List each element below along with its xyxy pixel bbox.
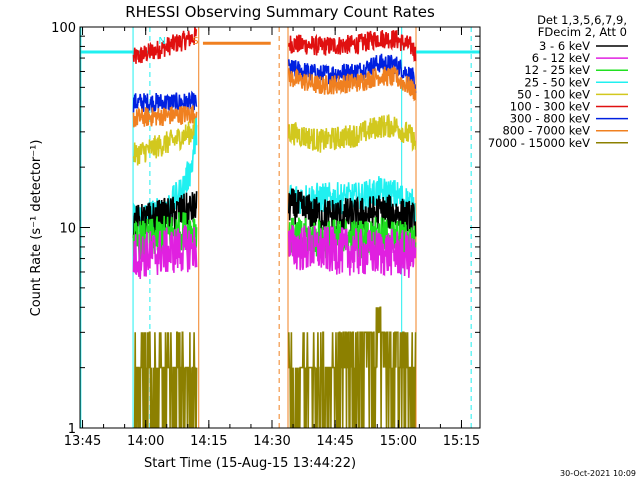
generated-timestamp: 30-Oct-2021 10:09: [560, 469, 636, 478]
y-tick-label-100: 100: [51, 21, 76, 36]
series-50-100-kev: [132, 114, 417, 166]
series-7000-15000-kev-segment-1: [133, 331, 198, 428]
series-100-300-kev-segment-2: [288, 29, 417, 63]
x-tick-label-14-30: 14:30: [253, 434, 290, 449]
series-7000-15000-kev: [133, 306, 417, 428]
x-tick-label-14-45: 14:45: [316, 434, 353, 449]
legend-label-50-100-kev: 50 - 100 keV: [517, 87, 590, 101]
legend-label-800-7000-kev: 800 - 7000 keV: [502, 124, 590, 138]
flag-n: N: [158, 36, 165, 47]
x-tick-label-13-45: 13:45: [64, 434, 101, 449]
legend-label-6-12-kev: 6 - 12 keV: [532, 51, 590, 65]
series-100-300-kev: [132, 27, 417, 64]
x-tick-label-15-15: 15:15: [443, 434, 480, 449]
series-50-100-kev-segment-2: [288, 114, 417, 153]
x-axis-label: Start Time (15-Aug-15 13:44:22): [144, 456, 356, 471]
x-tick-label-15-00: 15:00: [380, 434, 417, 449]
series-6-12-kev: [132, 224, 417, 280]
legend-label-7000-15000-kev: 7000 - 15000 keV: [488, 136, 590, 150]
chart-title: RHESSI Observing Summary Count Rates: [125, 3, 435, 21]
series-800-7000-kev-segment-1: [132, 105, 198, 128]
series-6-12-kev-segment-2: [288, 224, 417, 278]
y-tick-label-1: 1: [68, 422, 76, 437]
series-100-300-kev-segment-1: [132, 27, 198, 64]
flag-s: S: [192, 36, 198, 47]
legend: Det 1,3,5,6,7,9,FDecim 2, Att 03 - 6 keV…: [488, 13, 628, 150]
x-tick-label-14-00: 14:00: [127, 434, 164, 449]
legend-label-3-6-kev: 3 - 6 keV: [539, 39, 590, 53]
legend-header-0: Det 1,3,5,6,7,9,: [537, 13, 627, 27]
legend-label-100-300-kev: 100 - 300 keV: [510, 100, 590, 114]
axis-ticks: 13:45 14:00 14:15 14:30 14:45 15:00 15:15 1 10 10…: [51, 21, 480, 449]
legend-label-25-50-kev: 25 - 50 keV: [524, 75, 590, 89]
x-tick-label-14-15: 14:15: [190, 434, 227, 449]
series-3-6-kev-segment-2: [288, 188, 417, 239]
legend-label-300-800-kev: 300 - 800 keV: [510, 112, 590, 126]
legend-header-1: FDecim 2, Att 0: [538, 25, 627, 39]
series-800-7000-kev-segment-2: [288, 64, 417, 102]
y-axis-label: Count Rate (s⁻¹ detector⁻¹): [29, 140, 44, 317]
legend-label-12-25-kev: 12 - 25 keV: [524, 63, 590, 77]
y-tick-label-10: 10: [59, 222, 76, 237]
series-6-12-kev-segment-1: [132, 224, 198, 280]
series-300-800-kev-segment-1: [132, 90, 198, 113]
series-50-100-kev-segment-1: [132, 118, 198, 166]
series-800-7000-kev: [132, 64, 417, 128]
series-7000-15000-kev-segment-2: [288, 306, 417, 428]
